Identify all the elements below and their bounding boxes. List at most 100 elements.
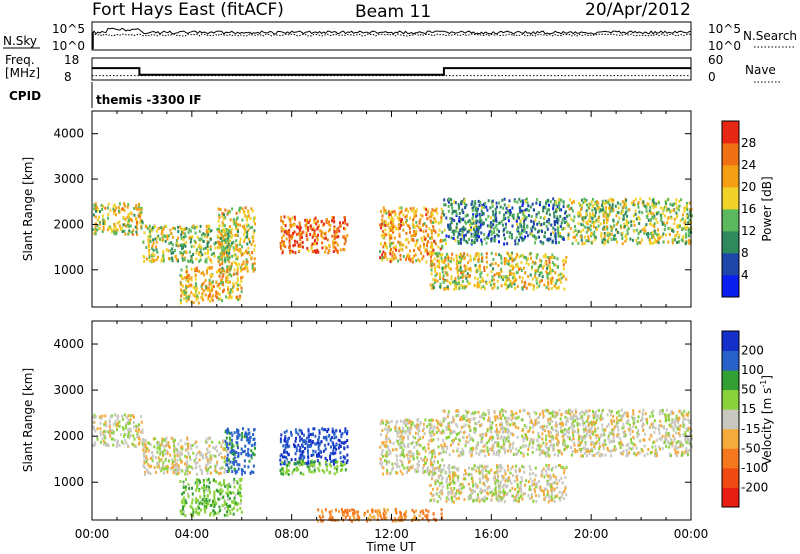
echo-cell (162, 252, 165, 256)
echo-cell (228, 210, 231, 214)
echo-cell (523, 222, 526, 226)
echo-cell (553, 256, 556, 260)
echo-cell (547, 287, 550, 291)
nsearch-line (91, 33, 692, 37)
echo-cell (608, 203, 611, 207)
echo-cell (178, 453, 181, 457)
echo-cell (386, 461, 388, 464)
echo-cell (294, 444, 297, 448)
echo-cell (527, 213, 530, 217)
echo-cell (404, 215, 407, 219)
echo-cell (499, 483, 502, 487)
echo-cell (648, 197, 651, 201)
echo-cell (252, 451, 255, 455)
echo-cell (204, 246, 207, 250)
echo-cell (195, 465, 198, 469)
echo-cell (684, 242, 687, 246)
echo-cell (455, 282, 458, 286)
echo-cell (477, 493, 479, 497)
echo-cell (582, 201, 585, 205)
echo-cell (136, 223, 139, 227)
echo-cell (551, 269, 554, 273)
echo-cell (343, 234, 346, 238)
echo-cell (455, 285, 458, 289)
echo-region (379, 206, 444, 264)
echo-cell (500, 220, 503, 224)
echo-cell (194, 231, 197, 235)
echo-cell (333, 225, 336, 229)
echo-cell (185, 467, 188, 471)
echo-cell (447, 235, 450, 239)
echo-cell (440, 431, 443, 435)
echo-cell (227, 238, 230, 242)
echo-cell (515, 264, 518, 268)
echo-cell (203, 501, 206, 505)
echo-cell (102, 439, 105, 443)
echo-cell (227, 497, 230, 501)
echo-cell (528, 485, 531, 489)
echo-cell (239, 237, 242, 241)
echo-cell (298, 224, 301, 228)
echo-cell (158, 459, 161, 463)
echo-cell (438, 233, 440, 237)
echo-cell (171, 243, 174, 247)
echo-cell (331, 436, 333, 440)
echo-cell (225, 428, 228, 432)
echo-cell (601, 238, 604, 242)
echo-cell (539, 240, 542, 244)
echo-cell (301, 245, 304, 249)
echo-cell (522, 225, 525, 229)
echo-cell (416, 466, 419, 470)
echo-cell (213, 494, 216, 498)
echo-cell (228, 265, 231, 269)
echo-cell (185, 299, 188, 303)
echo-cell (246, 266, 249, 270)
echo-cell (233, 249, 236, 253)
echo-cell (459, 233, 462, 237)
echo-cell (514, 242, 517, 246)
echo-cell (238, 485, 241, 489)
echo-cell (479, 215, 482, 219)
echo-cell (426, 252, 429, 256)
echo-cell (499, 486, 502, 490)
echo-cell (445, 252, 448, 256)
echo-cell (200, 237, 203, 241)
echo-cell (586, 222, 589, 226)
echo-cell (434, 274, 437, 278)
echo-cell (186, 466, 189, 470)
echo-cell (381, 449, 384, 453)
echo-cell (127, 431, 130, 435)
echo-cell (493, 236, 496, 239)
echo-cell (657, 238, 660, 242)
echo-cell (186, 274, 188, 277)
echo-cell (474, 200, 477, 203)
echo-region (279, 459, 347, 476)
echo-cell (110, 415, 113, 419)
echo-cell (192, 514, 195, 518)
echo-cell (186, 459, 188, 463)
echo-cell (458, 205, 461, 209)
echo-cell (195, 453, 198, 457)
echo-cell (522, 212, 524, 216)
echo-cell (476, 238, 479, 242)
echo-cell (516, 212, 519, 216)
echo-cell (474, 230, 477, 234)
echo-cell (145, 460, 148, 464)
echo-cell (600, 208, 603, 212)
echo-cell (417, 426, 420, 430)
echo-cell (205, 224, 208, 228)
echo-cell (126, 223, 129, 227)
echo-cell (656, 212, 658, 216)
echo-cell (474, 257, 477, 261)
echo-cell (199, 480, 202, 484)
echo-cell (222, 439, 225, 443)
echo-cell (503, 242, 506, 246)
echo-cell (236, 463, 239, 467)
echo-cell (285, 467, 288, 471)
echo-cell (430, 231, 433, 235)
echo-cell (437, 221, 440, 225)
echo-cell (515, 464, 518, 468)
echo-cell (512, 216, 515, 220)
echo-cell (407, 240, 410, 244)
echo-cell (430, 259, 433, 263)
